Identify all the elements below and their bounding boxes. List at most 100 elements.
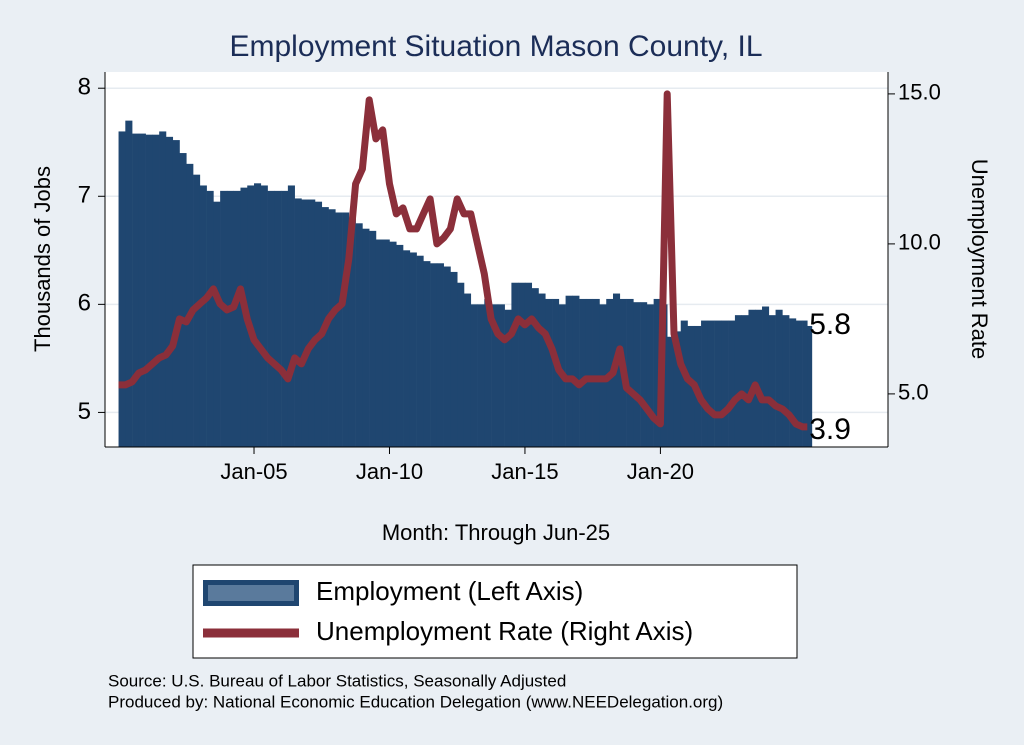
bar <box>775 309 783 447</box>
bar <box>416 255 424 447</box>
bar <box>267 190 275 447</box>
bar <box>314 201 323 447</box>
bar <box>728 320 736 447</box>
bar <box>138 133 146 447</box>
bar <box>707 320 715 447</box>
bar <box>484 298 492 447</box>
x-axis-label: Month: Through Jun-25 <box>382 520 610 545</box>
bar <box>721 320 729 447</box>
bar <box>802 320 808 447</box>
legend-swatch-inner <box>208 585 294 601</box>
produced-note: Produced by: National Economic Education… <box>108 692 723 711</box>
bar <box>807 325 813 447</box>
bar <box>748 309 756 447</box>
y2-tick-label: 5.0 <box>898 380 929 405</box>
bar <box>667 336 675 447</box>
bar <box>308 199 316 447</box>
bar <box>497 304 505 447</box>
bar <box>186 163 194 447</box>
bar <box>782 315 790 447</box>
bar <box>626 298 634 447</box>
y-tick-label: 5 <box>78 398 91 425</box>
bar <box>701 320 709 447</box>
bar <box>389 241 397 447</box>
bar <box>552 298 560 447</box>
bar <box>511 282 519 447</box>
bar <box>301 199 309 447</box>
bar <box>640 302 648 447</box>
y-tick-label: 8 <box>78 74 91 101</box>
bar <box>795 320 803 447</box>
bar <box>260 185 268 447</box>
bar <box>132 133 140 447</box>
bar <box>789 318 797 447</box>
bar <box>179 153 187 447</box>
bar <box>125 120 133 447</box>
x-tick-label: Jan-15 <box>491 459 558 484</box>
bar <box>409 252 417 447</box>
y2-tick-label: 10.0 <box>898 230 941 255</box>
bar <box>734 315 742 447</box>
bar <box>375 239 384 447</box>
bar <box>545 298 553 447</box>
bar <box>741 315 749 447</box>
bar <box>518 282 526 447</box>
legend-label: Unemployment Rate (Right Axis) <box>316 616 693 646</box>
bar <box>423 261 431 447</box>
bar <box>653 298 661 447</box>
end-label: 5.8 <box>809 308 851 341</box>
bar <box>524 282 533 447</box>
bar <box>118 131 126 447</box>
bar <box>768 315 776 447</box>
bar <box>531 288 539 447</box>
y-axis-label: Thousands of Jobs <box>30 166 55 352</box>
bar <box>355 223 363 447</box>
bar <box>328 209 336 447</box>
bar <box>463 293 472 447</box>
bar <box>579 298 587 447</box>
bar <box>335 212 343 447</box>
bar <box>206 190 214 447</box>
bar <box>592 298 600 447</box>
bar <box>247 185 255 447</box>
bar <box>565 295 573 447</box>
legend-label: Employment (Left Axis) <box>316 576 583 606</box>
bar <box>714 320 722 447</box>
bar <box>287 185 295 447</box>
bar <box>233 190 241 447</box>
bar <box>152 134 160 447</box>
bar <box>457 282 465 447</box>
bar <box>145 134 153 447</box>
bar <box>436 263 444 447</box>
bar <box>403 250 411 447</box>
bar <box>477 304 485 447</box>
x-tick-label: Jan-20 <box>627 459 694 484</box>
bar <box>342 212 350 447</box>
x-tick-label: Jan-05 <box>220 459 287 484</box>
bar <box>430 263 438 447</box>
bar <box>165 136 174 447</box>
y2-axis-label: Unemployment Rate <box>967 159 992 360</box>
bar <box>254 183 262 448</box>
chart-title: Employment Situation Mason County, IL <box>229 30 762 63</box>
bar <box>443 266 451 447</box>
bar <box>673 331 682 447</box>
bar <box>755 309 763 447</box>
bar <box>281 190 289 447</box>
bar <box>159 131 167 447</box>
bar <box>226 190 234 447</box>
end-label: 3.9 <box>809 413 851 446</box>
bar <box>646 304 654 447</box>
bar <box>633 302 641 447</box>
bar <box>470 304 478 447</box>
y-tick-label: 7 <box>78 182 91 209</box>
source-note: Source: U.S. Bureau of Labor Statistics,… <box>108 671 566 690</box>
bar <box>504 309 512 447</box>
bar <box>585 298 593 447</box>
bar <box>348 217 356 447</box>
bar <box>762 306 770 447</box>
bar <box>369 230 377 447</box>
bar <box>274 190 282 447</box>
